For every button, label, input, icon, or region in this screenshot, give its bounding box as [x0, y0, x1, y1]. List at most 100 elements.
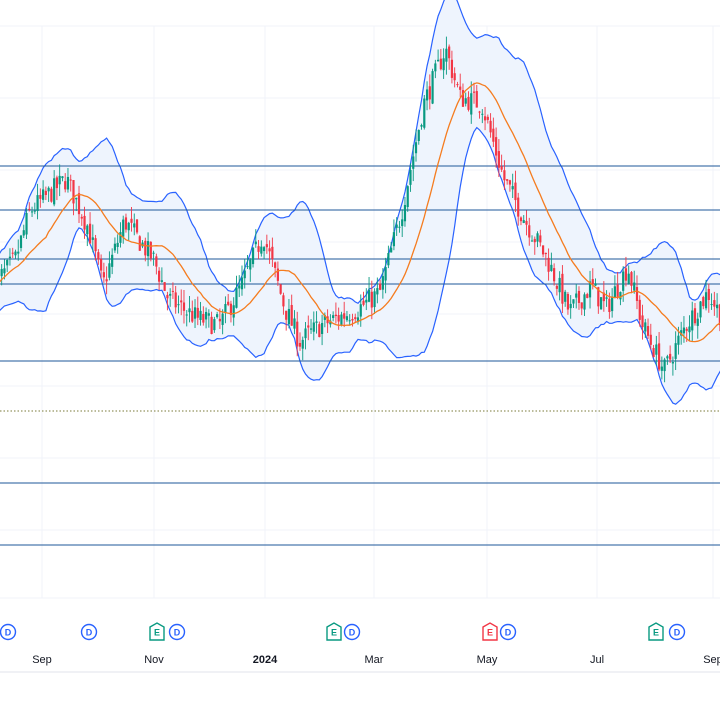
- candle-body: [246, 266, 248, 267]
- candle-body: [304, 328, 306, 338]
- candle-body: [186, 314, 188, 315]
- candle-body: [456, 84, 458, 85]
- candle-body: [658, 343, 660, 369]
- candle-body: [608, 299, 610, 312]
- candle-body: [664, 360, 666, 372]
- candle-body: [1, 269, 3, 276]
- candle-body: [476, 91, 478, 108]
- event-label: D: [674, 628, 681, 638]
- candle-body: [691, 310, 693, 330]
- candle-body: [514, 183, 516, 200]
- candle-body: [572, 299, 574, 303]
- candle-body: [108, 263, 110, 277]
- candle-body: [302, 340, 304, 349]
- candle-body: [404, 205, 406, 221]
- candle-body: [97, 252, 99, 259]
- candle-body: [509, 180, 511, 184]
- candle-body: [257, 246, 259, 252]
- candle-body: [318, 324, 320, 337]
- candle-body: [644, 322, 646, 331]
- candle-body: [158, 271, 160, 282]
- candle-body: [321, 323, 323, 334]
- candle-body: [188, 308, 190, 312]
- candle-body: [130, 219, 132, 223]
- candle-body: [238, 285, 240, 288]
- candle-body: [199, 311, 201, 320]
- candle-body: [249, 260, 251, 270]
- candle-body: [39, 195, 41, 199]
- candle-body: [45, 191, 47, 195]
- candle-body: [694, 308, 696, 323]
- candle-body: [78, 193, 80, 214]
- earnings-marker: E: [483, 623, 497, 640]
- candle-body: [56, 177, 58, 188]
- candle-body: [396, 225, 398, 228]
- earnings-marker: E: [649, 623, 663, 640]
- candle-body: [686, 329, 688, 331]
- candle-body: [423, 99, 425, 128]
- candle-body: [75, 198, 77, 200]
- event-label: D: [349, 628, 356, 638]
- candle-body: [17, 252, 19, 254]
- candle-body: [175, 292, 177, 307]
- candle-body: [528, 225, 530, 237]
- candle-body: [387, 253, 389, 265]
- candle-body: [655, 344, 657, 354]
- candle-body: [274, 262, 276, 268]
- event-label: E: [653, 628, 659, 638]
- candle-body: [675, 343, 677, 359]
- candle-body: [291, 305, 293, 326]
- candle-body: [81, 217, 83, 219]
- candle-body: [547, 258, 549, 272]
- event-label: E: [487, 628, 493, 638]
- x-axis-tick-label: Mar: [365, 654, 384, 666]
- candle-body: [371, 292, 373, 308]
- candle-body: [467, 97, 469, 110]
- candle-body: [293, 318, 295, 328]
- candle: [136, 219, 138, 234]
- candle-body: [418, 130, 420, 141]
- candle-body: [152, 253, 154, 254]
- candle-body: [128, 223, 130, 230]
- candle-body: [103, 272, 105, 277]
- candle-body: [630, 272, 632, 286]
- candle-body: [70, 180, 72, 181]
- candle-body: [401, 219, 403, 226]
- candle-body: [594, 283, 596, 285]
- candle-body: [296, 322, 298, 347]
- candle: [600, 297, 602, 310]
- candle-body: [349, 320, 351, 321]
- candle-body: [86, 226, 88, 235]
- earnings-marker: E: [327, 623, 341, 640]
- candle-body: [233, 305, 235, 317]
- candle-body: [155, 256, 157, 266]
- candle-body: [48, 188, 50, 192]
- candle-body: [117, 243, 119, 247]
- event-label: D: [86, 628, 93, 638]
- candle-body: [650, 335, 652, 345]
- candle-body: [20, 236, 22, 248]
- candle-body: [550, 265, 552, 271]
- candle-body: [208, 313, 210, 315]
- candle-body: [64, 181, 66, 189]
- candle-body: [365, 300, 367, 303]
- candle: [164, 282, 166, 291]
- candle-body: [431, 71, 433, 104]
- candle-body: [285, 311, 287, 320]
- candle-body: [489, 121, 491, 133]
- candle-body: [708, 289, 710, 300]
- candle-body: [429, 86, 431, 99]
- candle-body: [705, 292, 707, 308]
- candle: [423, 95, 425, 130]
- candle: [235, 276, 237, 309]
- candle-body: [575, 294, 577, 298]
- candle-body: [111, 255, 113, 267]
- candle-body: [561, 274, 563, 304]
- candle-body: [59, 176, 61, 184]
- candle-body: [503, 170, 505, 180]
- candle-body: [23, 230, 25, 235]
- candle-body: [106, 279, 108, 281]
- candle-body: [633, 283, 635, 291]
